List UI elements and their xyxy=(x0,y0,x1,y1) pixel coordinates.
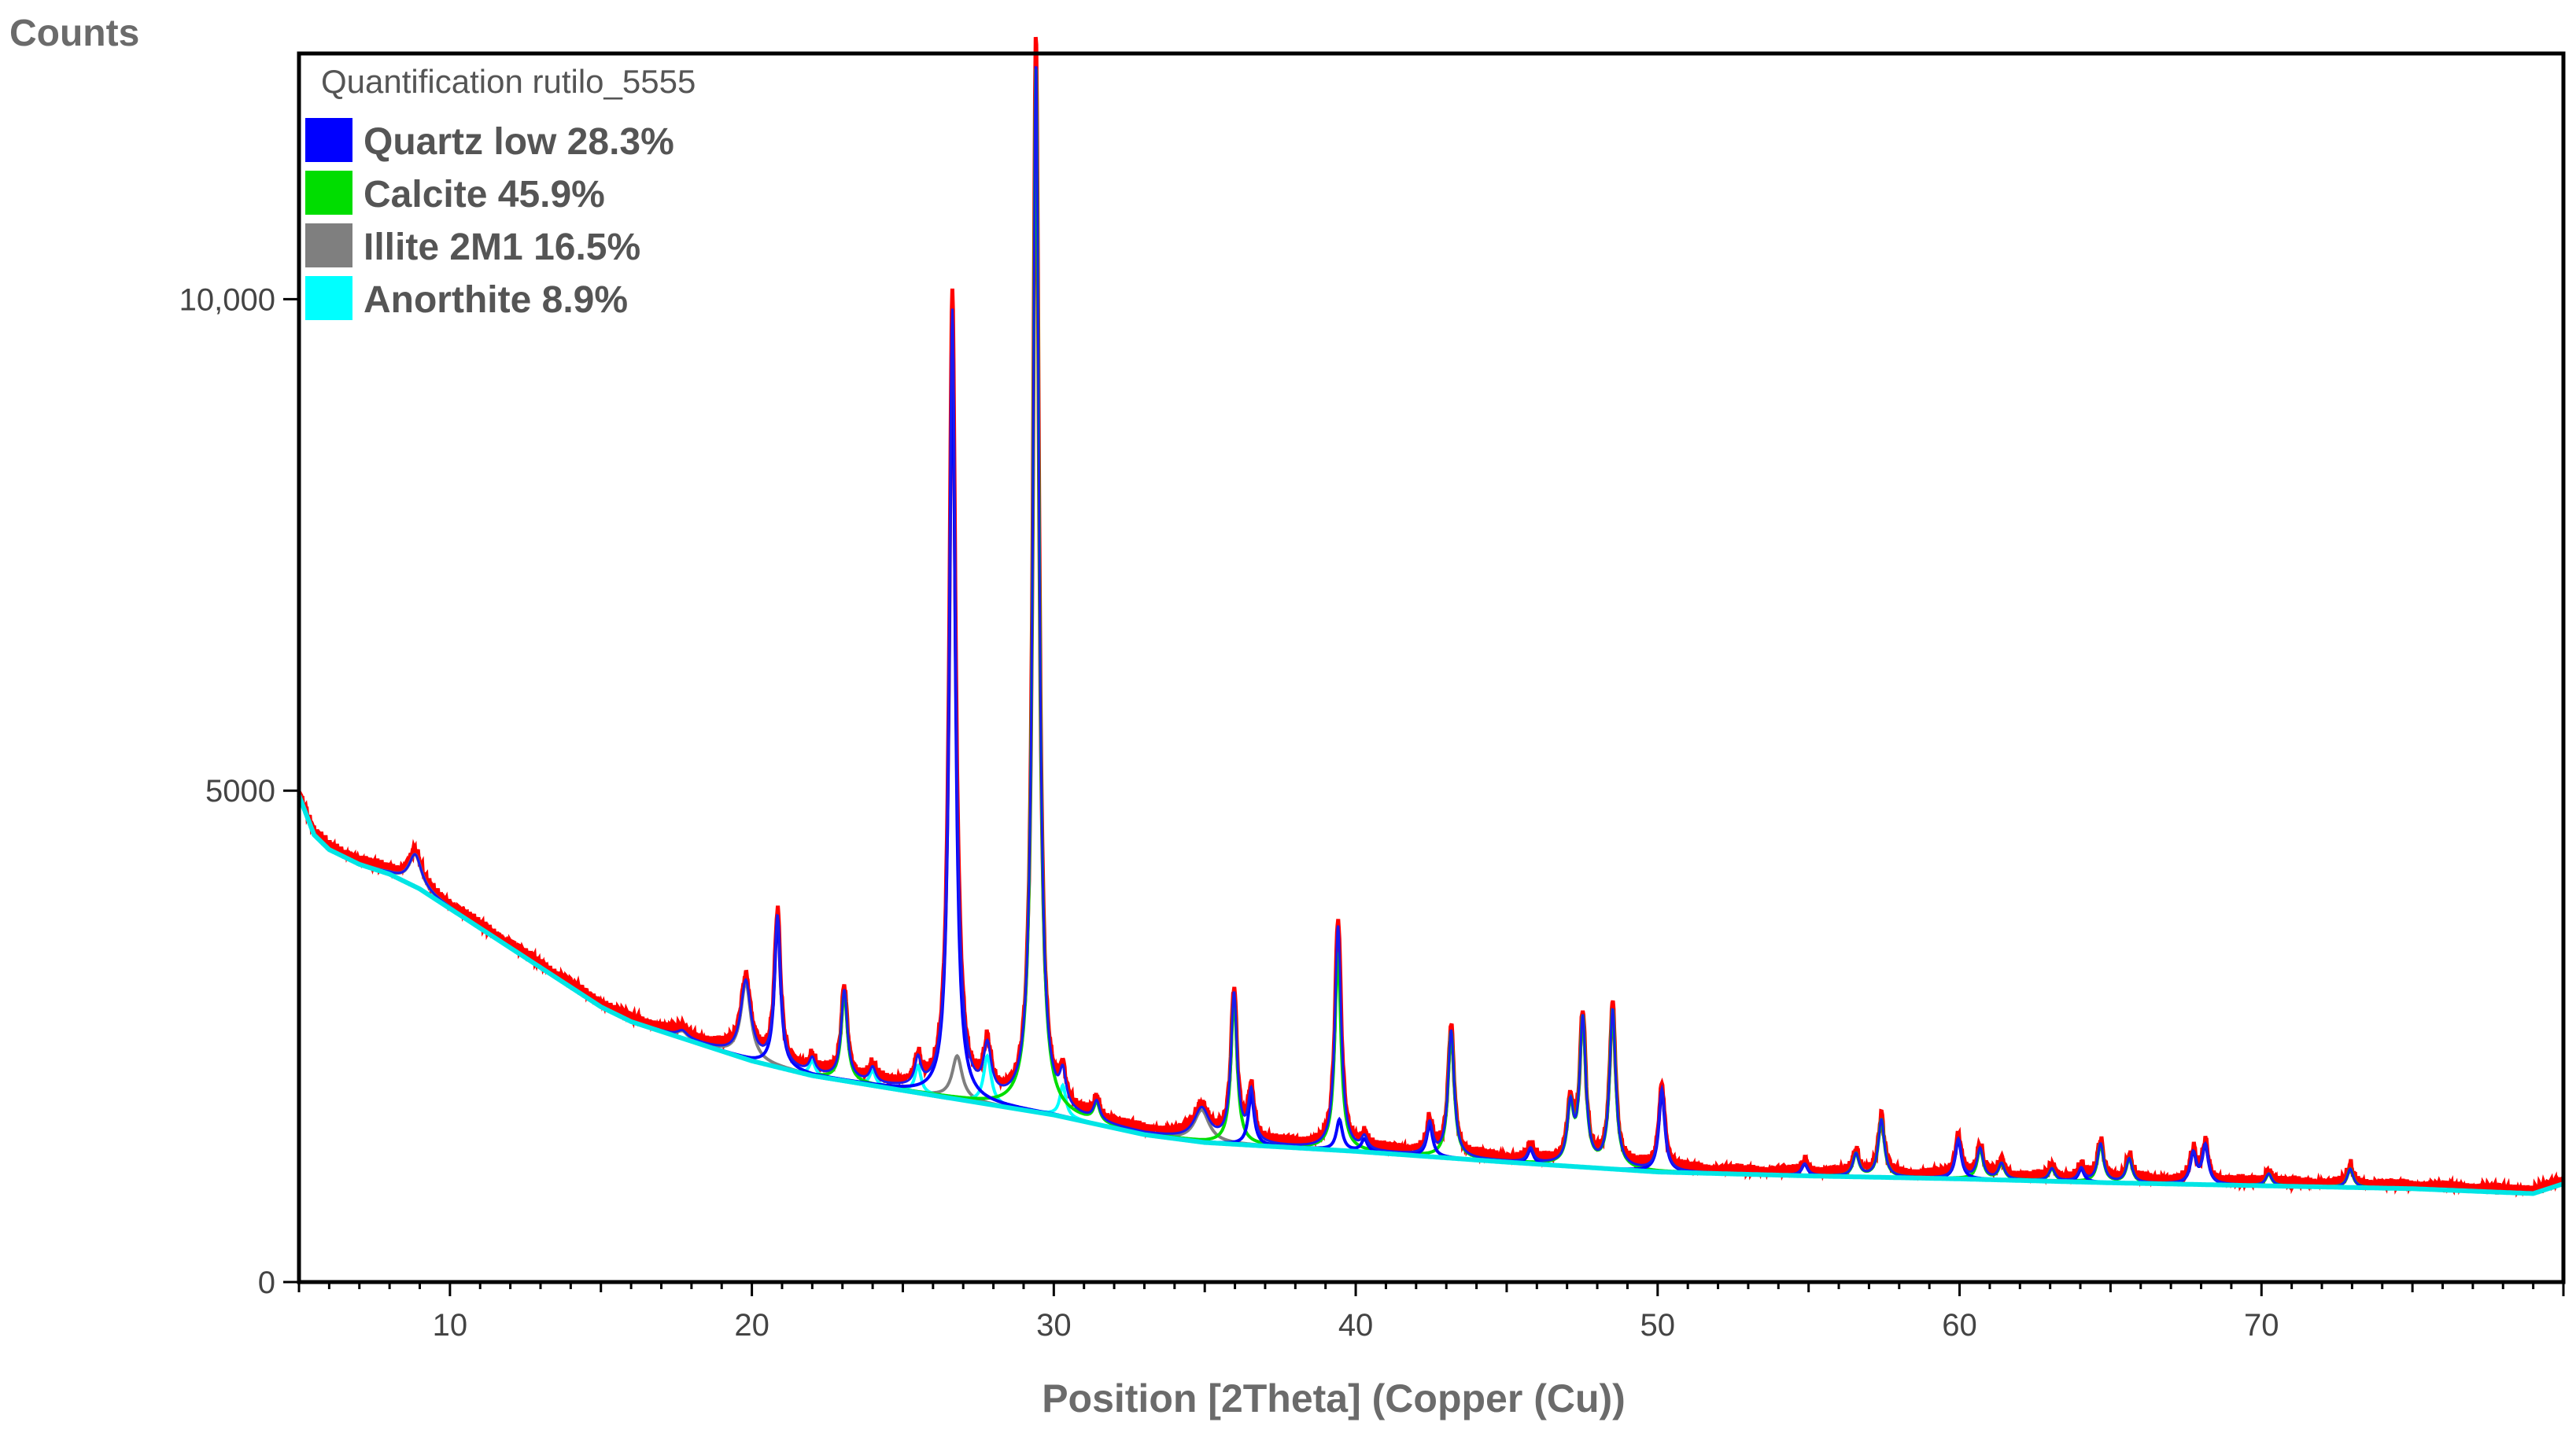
x-tick-label: 20 xyxy=(734,1308,769,1343)
x-axis-title: Position [2Theta] (Copper (Cu)) xyxy=(1042,1376,1626,1420)
legend-swatch xyxy=(305,223,352,267)
legend: Quantification rutilo_5555 Quartz low 28… xyxy=(305,63,696,321)
legend-swatch xyxy=(305,276,352,320)
calculated-pattern xyxy=(297,66,2564,1196)
axis-ticks: 10 20 30 40 50 60 70 0 5000 10,000 xyxy=(179,282,2565,1343)
y-tick-label: 10,000 xyxy=(179,282,275,317)
y-tick-label: 0 xyxy=(258,1266,275,1300)
y-tick-label: 5000 xyxy=(205,774,275,809)
legend-label: Quartz low 28.3% xyxy=(364,121,674,163)
legend-title: Quantification rutilo_5555 xyxy=(321,63,696,100)
background-line xyxy=(297,794,2565,1196)
x-tick-label: 30 xyxy=(1036,1308,1072,1343)
pattern-curves xyxy=(297,36,2566,1198)
legend-swatch xyxy=(305,118,352,162)
x-tick-label: 60 xyxy=(1942,1308,1977,1343)
x-tick-label: 70 xyxy=(2244,1308,2279,1343)
legend-label: Calcite 45.9% xyxy=(364,174,605,216)
y-axis-title: Counts xyxy=(9,13,139,54)
legend-items: Quartz low 28.3% Calcite 45.9% Illite 2M1 … xyxy=(305,118,674,321)
legend-swatch xyxy=(305,171,352,215)
plot-frame xyxy=(297,51,2566,1284)
x-tick-label: 10 xyxy=(433,1308,468,1343)
x-tick-label: 50 xyxy=(1640,1308,1676,1343)
legend-label: Anorthite 8.9% xyxy=(364,279,628,321)
legend-label: Illite 2M1 16.5% xyxy=(364,227,640,268)
x-tick-label: 40 xyxy=(1338,1308,1374,1343)
